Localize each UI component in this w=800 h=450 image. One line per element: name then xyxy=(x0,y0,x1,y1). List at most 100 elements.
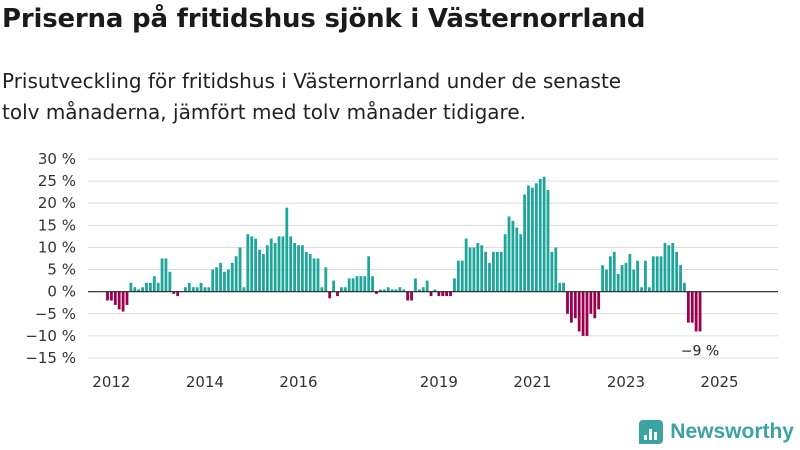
bar xyxy=(612,251,616,292)
bar xyxy=(597,291,601,310)
bar xyxy=(410,291,413,301)
bar xyxy=(655,256,659,292)
bar xyxy=(390,289,394,292)
bar xyxy=(258,249,261,292)
bar xyxy=(581,291,585,336)
bar xyxy=(562,282,565,292)
bar xyxy=(262,254,265,292)
bar xyxy=(308,254,312,292)
bar xyxy=(367,256,371,292)
bar xyxy=(503,234,507,292)
bar xyxy=(406,291,410,301)
bar xyxy=(215,267,219,292)
x-tick-label: 2021 xyxy=(513,373,551,391)
bar xyxy=(312,258,316,292)
bar xyxy=(620,265,624,292)
x-axis-ticks: 2012 2014 2016 2019 2021 2023 2025 xyxy=(92,373,738,391)
annotations: −9 % xyxy=(681,343,719,359)
bar xyxy=(339,287,343,292)
bar xyxy=(414,278,417,292)
bar xyxy=(168,271,172,292)
x-tick-label: 2012 xyxy=(92,373,130,391)
chart-title: Priserna på fritidshus sjönk i Västernor… xyxy=(2,4,646,34)
bar xyxy=(281,236,285,292)
bar xyxy=(507,216,511,292)
gridlines xyxy=(88,158,778,359)
bar xyxy=(324,267,328,292)
bar xyxy=(172,291,176,294)
bar xyxy=(398,287,402,292)
bar xyxy=(152,276,156,292)
bar xyxy=(647,287,651,292)
x-tick-label: 2019 xyxy=(420,373,458,391)
bar xyxy=(651,256,655,292)
bar xyxy=(417,289,421,292)
bar xyxy=(683,282,686,292)
bar xyxy=(569,291,573,323)
bar xyxy=(359,276,363,292)
bar xyxy=(285,207,289,292)
bar xyxy=(671,243,675,292)
bar xyxy=(550,251,554,292)
bar xyxy=(480,245,484,292)
y-tick-label: 5 % xyxy=(47,261,76,279)
newsworthy-logo-icon xyxy=(639,420,664,444)
bar xyxy=(141,287,144,292)
bar xyxy=(433,289,437,292)
bar xyxy=(698,291,702,332)
bar xyxy=(616,273,620,292)
bar xyxy=(234,256,238,292)
y-tick-label: 0 % xyxy=(47,283,76,301)
bar xyxy=(394,289,398,292)
y-tick-label: 25 % xyxy=(38,172,76,190)
x-tick-label: 2016 xyxy=(279,373,317,391)
y-axis-ticks: 30 % 25 % 20 % 15 % 10 % 5 % 0 % −5 % −10 % −15 % xyxy=(25,150,76,367)
bar xyxy=(511,220,515,292)
bar xyxy=(659,256,663,292)
bar xyxy=(254,238,258,292)
bar xyxy=(230,262,234,292)
bar xyxy=(269,238,273,292)
bar xyxy=(191,287,195,292)
bar xyxy=(226,269,230,292)
bar xyxy=(523,194,527,292)
y-tick-label: −10 % xyxy=(25,327,76,345)
bar xyxy=(316,258,320,292)
bar xyxy=(488,262,491,292)
bar xyxy=(449,291,452,297)
bar xyxy=(156,282,160,292)
bar xyxy=(347,278,351,292)
y-tick-label: 30 % xyxy=(38,150,76,168)
bar xyxy=(558,282,562,292)
bar xyxy=(160,258,164,292)
bar xyxy=(297,245,300,292)
y-tick-label: 15 % xyxy=(38,216,76,234)
bar xyxy=(211,269,215,292)
bar xyxy=(476,243,480,292)
bar xyxy=(425,280,429,292)
bar xyxy=(644,260,647,292)
bar xyxy=(542,176,546,292)
bar xyxy=(437,291,441,297)
bar xyxy=(277,236,281,292)
bar xyxy=(125,291,129,305)
bar xyxy=(133,287,137,292)
bar xyxy=(207,287,211,292)
bar xyxy=(242,287,246,292)
bar xyxy=(304,251,308,292)
bar xyxy=(573,291,577,319)
bar xyxy=(246,234,250,292)
bar xyxy=(538,178,542,292)
bar xyxy=(332,280,335,292)
bar xyxy=(531,187,534,292)
last-value-label: −9 % xyxy=(681,343,719,359)
bar xyxy=(429,291,433,297)
bar xyxy=(164,258,168,292)
bar xyxy=(363,276,367,292)
bar xyxy=(106,291,109,301)
y-tick-label: 20 % xyxy=(38,194,76,212)
bar xyxy=(328,291,332,299)
bar xyxy=(375,291,378,294)
brand-logo[interactable]: Newsworthy xyxy=(639,420,794,444)
